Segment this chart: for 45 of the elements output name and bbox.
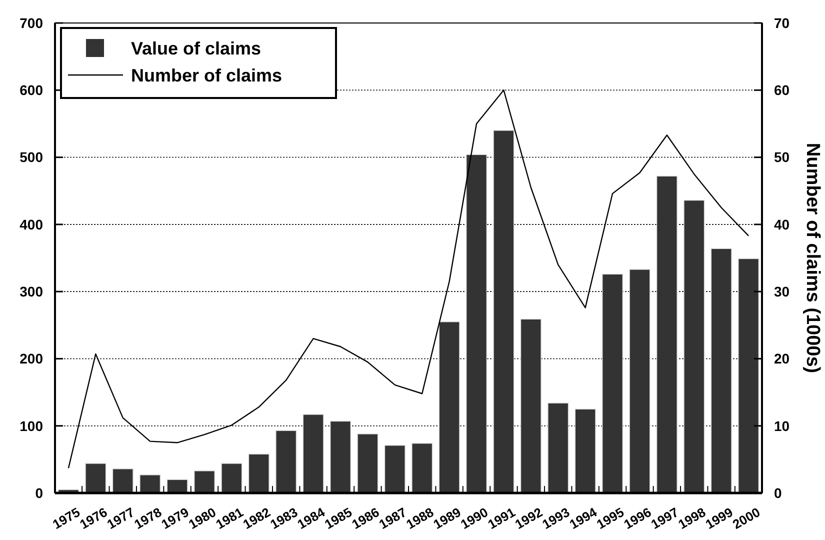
y2-tick-label: 30	[774, 283, 790, 300]
bar	[139, 474, 161, 494]
bar	[166, 479, 188, 494]
bar	[357, 434, 378, 494]
bar	[330, 420, 352, 494]
y2-tick-label: 50	[774, 149, 790, 166]
legend-label: Value of claims	[131, 38, 262, 58]
bar	[112, 468, 134, 494]
y2-tick-label: 0	[774, 484, 782, 501]
bar	[85, 463, 106, 494]
y2-tick-label: 10	[774, 418, 790, 434]
y-tick-label: 400	[20, 216, 44, 232]
bar	[548, 402, 569, 494]
bar	[248, 454, 270, 494]
bar	[194, 470, 216, 494]
bar	[384, 444, 406, 494]
bar	[221, 463, 242, 494]
y2-axis-title: Number of claims (1000s)	[802, 142, 823, 374]
bar	[629, 269, 650, 494]
bar	[710, 248, 732, 494]
y2-tick-label: 40	[774, 216, 790, 232]
bar	[275, 430, 297, 494]
y-tick-label: 700	[20, 14, 44, 31]
bar	[520, 318, 542, 494]
line-series	[68, 90, 750, 469]
bar	[656, 176, 678, 494]
bar	[466, 154, 488, 494]
bar	[738, 258, 760, 494]
bar	[684, 200, 705, 494]
y2-tick-label: 20	[774, 350, 790, 367]
y2-tick-label: 60	[774, 82, 790, 98]
bar	[412, 442, 433, 494]
legend-label: Number of claims	[131, 65, 282, 86]
y-tick-label: 200	[20, 350, 44, 367]
y-tick-label: 300	[20, 283, 44, 300]
bar	[438, 321, 460, 494]
y-tick-label: 500	[20, 149, 44, 166]
y-tick-label: 100	[20, 418, 44, 434]
bar	[493, 130, 514, 494]
bar	[302, 414, 324, 494]
bar	[574, 408, 596, 494]
y-tick-label: 0	[35, 484, 44, 501]
bar	[602, 274, 624, 494]
y-tick-label: 600	[20, 82, 44, 98]
y2-tick-label: 70	[774, 14, 790, 31]
